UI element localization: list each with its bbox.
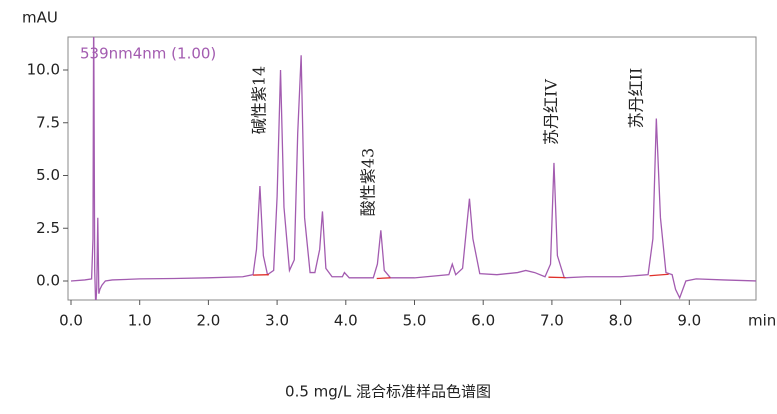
- y-tick-label: 2.5: [36, 219, 60, 237]
- x-tick-label: 7.0: [540, 312, 564, 330]
- peak-annotation: 碱性紫14: [250, 66, 269, 134]
- peak-annotation: 苏丹红II: [627, 68, 646, 129]
- y-tick-label: 5.0: [36, 166, 60, 184]
- peak-annotation: 苏丹红IV: [542, 79, 561, 145]
- x-tick-label: 0.0: [59, 312, 83, 330]
- caption: 0.5 mg/L 混合标准样品色谱图: [285, 383, 491, 401]
- peak-annotation: 酸性紫43: [359, 148, 378, 216]
- x-tick-label: 3.0: [265, 312, 289, 330]
- y-tick-label: 7.5: [36, 113, 60, 131]
- x-tick-label: 4.0: [334, 312, 358, 330]
- x-tick-label: 1.0: [128, 312, 152, 330]
- y-tick-label: 10.0: [27, 61, 60, 79]
- x-tick-label: 5.0: [403, 312, 427, 330]
- x-tick-label: 6.0: [471, 312, 495, 330]
- plot-frame: [67, 36, 757, 301]
- trace: [70, 37, 756, 300]
- x-tick-label: 2.0: [196, 312, 220, 330]
- y-tick-label: 0.0: [36, 272, 60, 290]
- trace: [253, 273, 669, 280]
- x-axis-label: min: [748, 312, 776, 330]
- x-tick-label: 8.0: [609, 312, 633, 330]
- x-tick-label: 9.0: [677, 312, 701, 330]
- plot-area: [70, 37, 756, 300]
- trace-label: 539nm4nm (1.00): [80, 45, 216, 63]
- y-axis-label: mAU: [22, 9, 58, 27]
